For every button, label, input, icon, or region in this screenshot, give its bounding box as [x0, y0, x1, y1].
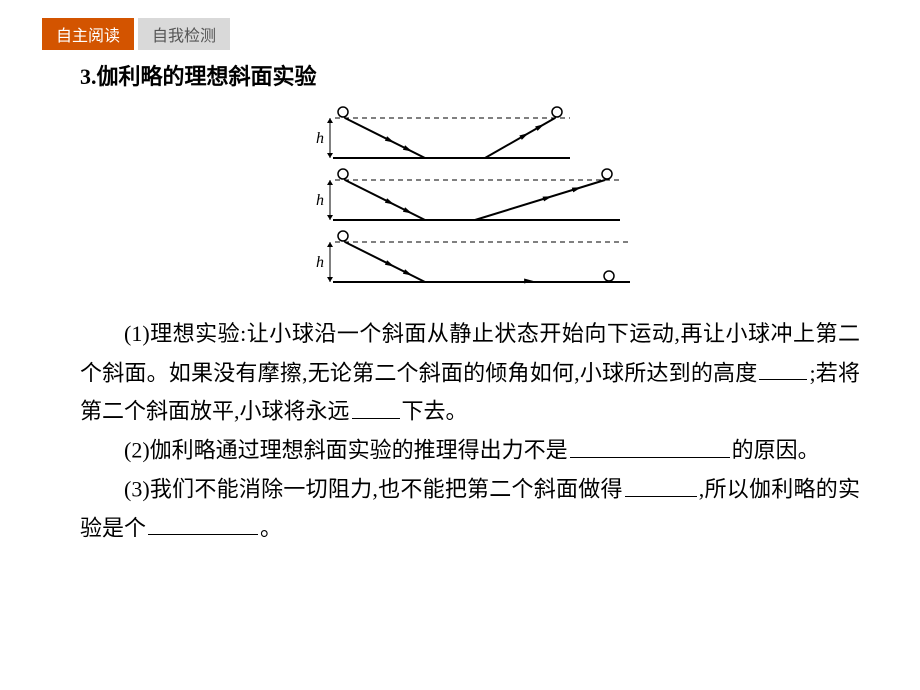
incline-diagram: h h h [305, 103, 635, 306]
tab-bar: 自主阅读 自我检测 [0, 0, 920, 50]
tab-self-test[interactable]: 自我检测 [138, 18, 230, 50]
section-title: 3.伽利略的理想斜面实验 [80, 58, 860, 97]
blank-experiment-type [148, 509, 258, 535]
section-number: 3. [80, 64, 97, 89]
blank-forever [352, 392, 400, 418]
paragraph-3: (3)我们不能消除一切阻力,也不能把第二个斜面做得,所以伽利略的实验是个。 [80, 470, 860, 548]
p2-text-a: (2)伽利略通过理想斜面实验的推理得出力不是 [124, 438, 568, 463]
blank-incline-length [625, 470, 697, 496]
svg-text:h: h [316, 254, 324, 271]
p1-text-c: 下去。 [402, 399, 468, 424]
blank-force-reason [570, 431, 730, 457]
p1-text-a: (1)理想实验:让小球沿一个斜面从静止状态开始向下运动,再让小球冲上第二个斜面。… [80, 321, 860, 385]
paragraph-1: (1)理想实验:让小球沿一个斜面从静止状态开始向下运动,再让小球冲上第二个斜面。… [80, 315, 860, 431]
diagram-container: h h h [80, 103, 860, 306]
svg-text:h: h [316, 192, 324, 209]
p2-text-b: 的原因。 [732, 438, 820, 463]
section-heading: 伽利略的理想斜面实验 [97, 64, 317, 89]
p3-text-a: (3)我们不能消除一切阻力,也不能把第二个斜面做得 [124, 477, 623, 502]
p3-text-c: 。 [260, 515, 282, 540]
blank-height [759, 354, 807, 380]
main-content: 3.伽利略的理想斜面实验 h h h (1)理想实验:让小球沿一个斜面从静止状态开始… [0, 50, 920, 548]
svg-text:h: h [316, 130, 324, 147]
paragraph-2: (2)伽利略通过理想斜面实验的推理得出力不是 的原因。 [80, 431, 860, 470]
tab-self-reading[interactable]: 自主阅读 [42, 18, 134, 50]
